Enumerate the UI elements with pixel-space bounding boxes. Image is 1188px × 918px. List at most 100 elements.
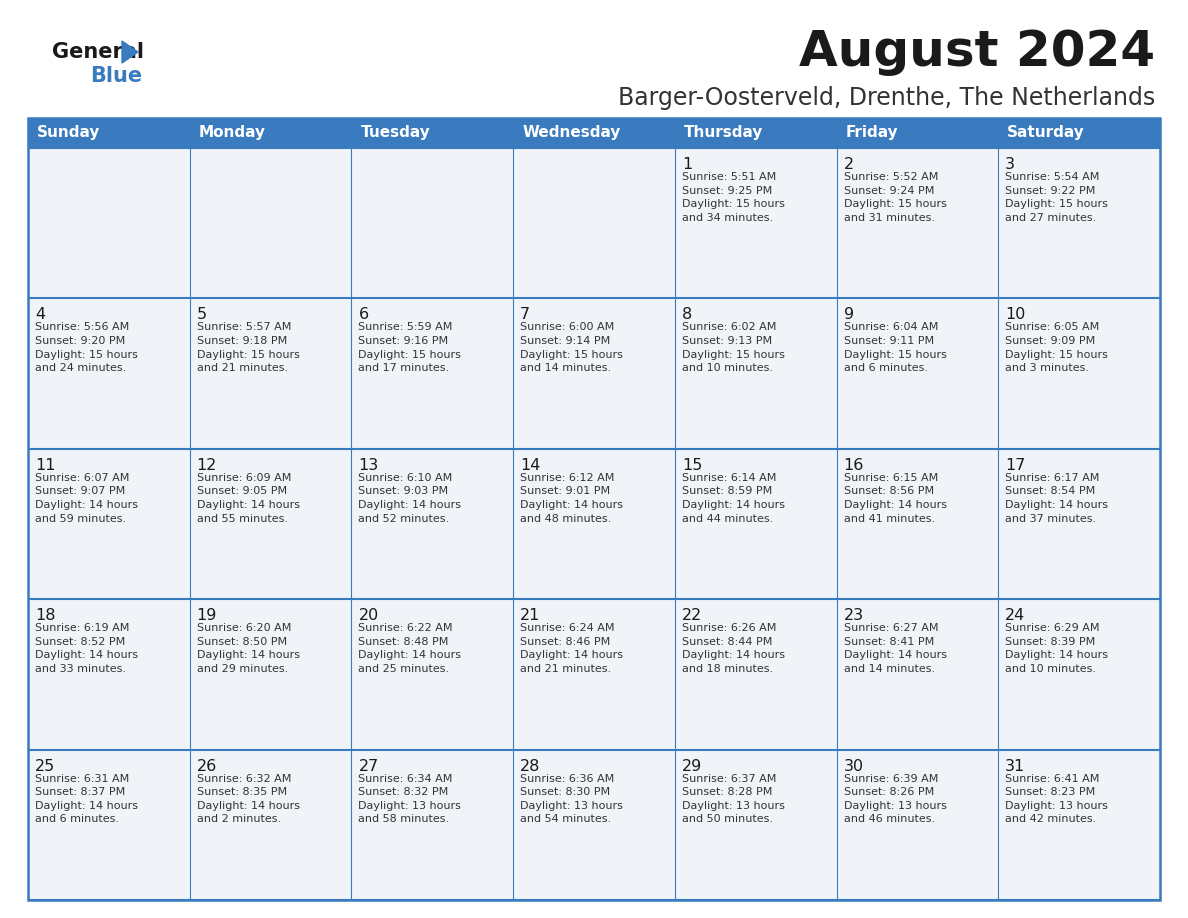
Text: 5: 5 (197, 308, 207, 322)
Text: Sunrise: 6:15 AM
Sunset: 8:56 PM
Daylight: 14 hours
and 41 minutes.: Sunrise: 6:15 AM Sunset: 8:56 PM Dayligh… (843, 473, 947, 523)
Text: 12: 12 (197, 458, 217, 473)
Bar (29, 118, 1159, 900)
Text: 11: 11 (34, 458, 56, 473)
Text: Sunrise: 6:07 AM
Sunset: 9:07 PM
Daylight: 14 hours
and 59 minutes.: Sunrise: 6:07 AM Sunset: 9:07 PM Dayligh… (34, 473, 138, 523)
Text: Sunrise: 6:24 AM
Sunset: 8:46 PM
Daylight: 14 hours
and 21 minutes.: Sunrise: 6:24 AM Sunset: 8:46 PM Dayligh… (520, 623, 624, 674)
Text: Sunrise: 6:14 AM
Sunset: 8:59 PM
Daylight: 14 hours
and 44 minutes.: Sunrise: 6:14 AM Sunset: 8:59 PM Dayligh… (682, 473, 785, 523)
Bar (190, 148, 352, 298)
Text: 28: 28 (520, 758, 541, 774)
Text: Sunrise: 6:17 AM
Sunset: 8:54 PM
Daylight: 14 hours
and 37 minutes.: Sunrise: 6:17 AM Sunset: 8:54 PM Dayligh… (1005, 473, 1108, 523)
Bar (836, 449, 998, 599)
Bar (998, 449, 1159, 599)
Text: Tuesday: Tuesday (360, 126, 430, 140)
Bar (675, 298, 836, 449)
Text: Sunday: Sunday (37, 126, 100, 140)
Text: 3: 3 (1005, 157, 1016, 172)
Polygon shape (122, 41, 138, 63)
Bar (352, 298, 513, 449)
Text: Blue: Blue (90, 66, 143, 86)
Text: 25: 25 (34, 758, 56, 774)
Text: 6: 6 (359, 308, 368, 322)
Bar (513, 599, 675, 750)
Text: Sunrise: 6:20 AM
Sunset: 8:50 PM
Daylight: 14 hours
and 29 minutes.: Sunrise: 6:20 AM Sunset: 8:50 PM Dayligh… (197, 623, 299, 674)
Bar (352, 750, 513, 900)
Bar (513, 148, 675, 298)
Text: 16: 16 (843, 458, 864, 473)
Text: 24: 24 (1005, 609, 1025, 623)
Text: 15: 15 (682, 458, 702, 473)
Text: Sunrise: 6:05 AM
Sunset: 9:09 PM
Daylight: 15 hours
and 3 minutes.: Sunrise: 6:05 AM Sunset: 9:09 PM Dayligh… (1005, 322, 1108, 374)
Text: 30: 30 (843, 758, 864, 774)
Bar (998, 298, 1159, 449)
Text: 18: 18 (34, 609, 56, 623)
Text: 13: 13 (359, 458, 379, 473)
Text: Sunrise: 6:34 AM
Sunset: 8:32 PM
Daylight: 13 hours
and 58 minutes.: Sunrise: 6:34 AM Sunset: 8:32 PM Dayligh… (359, 774, 461, 824)
Bar (29, 148, 190, 298)
Text: Sunrise: 5:54 AM
Sunset: 9:22 PM
Daylight: 15 hours
and 27 minutes.: Sunrise: 5:54 AM Sunset: 9:22 PM Dayligh… (1005, 172, 1108, 223)
Text: Wednesday: Wednesday (523, 126, 620, 140)
Bar (29, 599, 190, 750)
Text: Sunrise: 5:56 AM
Sunset: 9:20 PM
Daylight: 15 hours
and 24 minutes.: Sunrise: 5:56 AM Sunset: 9:20 PM Dayligh… (34, 322, 138, 374)
Text: Sunrise: 5:57 AM
Sunset: 9:18 PM
Daylight: 15 hours
and 21 minutes.: Sunrise: 5:57 AM Sunset: 9:18 PM Dayligh… (197, 322, 299, 374)
Bar (352, 148, 513, 298)
Bar (998, 750, 1159, 900)
Text: Sunrise: 6:32 AM
Sunset: 8:35 PM
Daylight: 14 hours
and 2 minutes.: Sunrise: 6:32 AM Sunset: 8:35 PM Dayligh… (197, 774, 299, 824)
Text: 19: 19 (197, 609, 217, 623)
Text: Sunrise: 5:52 AM
Sunset: 9:24 PM
Daylight: 15 hours
and 31 minutes.: Sunrise: 5:52 AM Sunset: 9:24 PM Dayligh… (843, 172, 947, 223)
Text: Sunrise: 6:22 AM
Sunset: 8:48 PM
Daylight: 14 hours
and 25 minutes.: Sunrise: 6:22 AM Sunset: 8:48 PM Dayligh… (359, 623, 461, 674)
Bar (675, 750, 836, 900)
Bar (836, 298, 998, 449)
Bar (836, 750, 998, 900)
Bar (675, 449, 836, 599)
Bar (190, 449, 352, 599)
Text: Friday: Friday (846, 126, 898, 140)
Text: Monday: Monday (198, 126, 266, 140)
Text: Sunrise: 6:26 AM
Sunset: 8:44 PM
Daylight: 14 hours
and 18 minutes.: Sunrise: 6:26 AM Sunset: 8:44 PM Dayligh… (682, 623, 785, 674)
Bar (998, 148, 1159, 298)
Text: Sunrise: 6:41 AM
Sunset: 8:23 PM
Daylight: 13 hours
and 42 minutes.: Sunrise: 6:41 AM Sunset: 8:23 PM Dayligh… (1005, 774, 1108, 824)
Text: 7: 7 (520, 308, 530, 322)
Text: 20: 20 (359, 609, 379, 623)
Text: Sunrise: 5:59 AM
Sunset: 9:16 PM
Daylight: 15 hours
and 17 minutes.: Sunrise: 5:59 AM Sunset: 9:16 PM Dayligh… (359, 322, 461, 374)
Text: Sunrise: 6:09 AM
Sunset: 9:05 PM
Daylight: 14 hours
and 55 minutes.: Sunrise: 6:09 AM Sunset: 9:05 PM Dayligh… (197, 473, 299, 523)
Text: 1: 1 (682, 157, 693, 172)
Text: 21: 21 (520, 609, 541, 623)
Bar (513, 298, 675, 449)
Text: 27: 27 (359, 758, 379, 774)
Bar (29, 298, 190, 449)
Bar (352, 599, 513, 750)
Bar (29, 449, 190, 599)
Text: Sunrise: 6:04 AM
Sunset: 9:11 PM
Daylight: 15 hours
and 6 minutes.: Sunrise: 6:04 AM Sunset: 9:11 PM Dayligh… (843, 322, 947, 374)
Text: Sunrise: 6:02 AM
Sunset: 9:13 PM
Daylight: 15 hours
and 10 minutes.: Sunrise: 6:02 AM Sunset: 9:13 PM Dayligh… (682, 322, 785, 374)
Bar (190, 599, 352, 750)
Text: 2: 2 (843, 157, 854, 172)
Text: 23: 23 (843, 609, 864, 623)
Text: 31: 31 (1005, 758, 1025, 774)
Bar (836, 148, 998, 298)
Text: Saturday: Saturday (1007, 126, 1085, 140)
Text: 4: 4 (34, 308, 45, 322)
Text: Sunrise: 6:19 AM
Sunset: 8:52 PM
Daylight: 14 hours
and 33 minutes.: Sunrise: 6:19 AM Sunset: 8:52 PM Dayligh… (34, 623, 138, 674)
Bar (190, 298, 352, 449)
Bar (513, 750, 675, 900)
Text: Thursday: Thursday (684, 126, 763, 140)
Bar (190, 750, 352, 900)
Text: 10: 10 (1005, 308, 1025, 322)
Bar (836, 599, 998, 750)
Bar (352, 449, 513, 599)
Text: 14: 14 (520, 458, 541, 473)
Bar (675, 148, 836, 298)
Text: General: General (52, 42, 144, 62)
Text: 17: 17 (1005, 458, 1025, 473)
Bar (29, 118, 1159, 148)
Bar (998, 599, 1159, 750)
Text: Sunrise: 6:37 AM
Sunset: 8:28 PM
Daylight: 13 hours
and 50 minutes.: Sunrise: 6:37 AM Sunset: 8:28 PM Dayligh… (682, 774, 785, 824)
Text: Sunrise: 6:39 AM
Sunset: 8:26 PM
Daylight: 13 hours
and 46 minutes.: Sunrise: 6:39 AM Sunset: 8:26 PM Dayligh… (843, 774, 947, 824)
Text: Barger-Oosterveld, Drenthe, The Netherlands: Barger-Oosterveld, Drenthe, The Netherla… (618, 86, 1155, 110)
Text: Sunrise: 6:31 AM
Sunset: 8:37 PM
Daylight: 14 hours
and 6 minutes.: Sunrise: 6:31 AM Sunset: 8:37 PM Dayligh… (34, 774, 138, 824)
Text: Sunrise: 6:00 AM
Sunset: 9:14 PM
Daylight: 15 hours
and 14 minutes.: Sunrise: 6:00 AM Sunset: 9:14 PM Dayligh… (520, 322, 623, 374)
Text: 8: 8 (682, 308, 693, 322)
Bar (675, 599, 836, 750)
Text: Sunrise: 6:12 AM
Sunset: 9:01 PM
Daylight: 14 hours
and 48 minutes.: Sunrise: 6:12 AM Sunset: 9:01 PM Dayligh… (520, 473, 624, 523)
Text: 26: 26 (197, 758, 217, 774)
